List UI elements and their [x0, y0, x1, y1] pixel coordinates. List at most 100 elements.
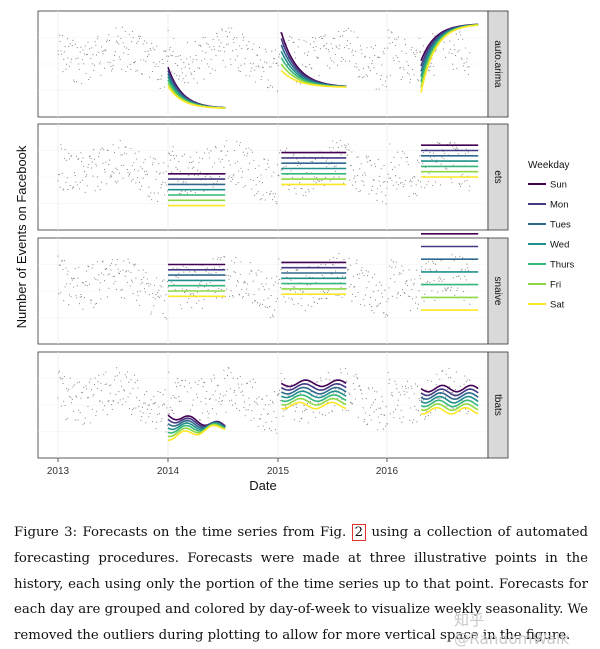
data-point — [427, 415, 429, 417]
data-point — [102, 409, 104, 411]
data-point — [374, 163, 376, 165]
data-point — [244, 63, 246, 65]
data-point — [210, 150, 212, 152]
data-point — [130, 68, 132, 71]
data-point — [236, 140, 238, 143]
data-point — [334, 270, 336, 272]
data-point — [238, 387, 240, 389]
data-point — [447, 377, 449, 379]
data-point — [151, 70, 153, 73]
data-point — [353, 286, 355, 288]
data-point — [305, 275, 307, 277]
data-point — [266, 163, 269, 165]
data-point — [392, 395, 394, 397]
data-point — [241, 176, 243, 178]
data-point — [299, 164, 301, 166]
data-point — [194, 41, 196, 43]
data-point — [299, 420, 301, 422]
data-point — [69, 184, 71, 187]
data-point — [66, 38, 68, 40]
data-point — [353, 31, 355, 33]
data-point — [225, 30, 227, 33]
data-point — [148, 416, 150, 418]
data-point — [323, 35, 325, 37]
data-point — [380, 284, 382, 286]
data-point — [348, 149, 350, 151]
data-point — [286, 386, 288, 388]
data-point — [354, 66, 356, 68]
data-point — [463, 383, 465, 385]
data-point — [304, 191, 306, 193]
data-point — [266, 277, 268, 279]
data-point — [126, 153, 128, 155]
data-point — [173, 155, 175, 157]
data-point — [209, 397, 211, 400]
data-point — [184, 82, 186, 84]
data-point — [248, 293, 250, 295]
data-point — [374, 55, 376, 57]
data-point — [451, 182, 453, 184]
data-point — [347, 27, 349, 29]
data-point — [408, 397, 410, 399]
data-point — [234, 272, 236, 274]
data-point — [121, 164, 123, 167]
data-point — [101, 261, 103, 263]
data-point — [198, 300, 200, 302]
data-point — [214, 291, 216, 294]
data-point — [368, 281, 370, 283]
data-point — [375, 193, 377, 195]
data-point — [278, 258, 280, 260]
data-point — [86, 388, 88, 390]
data-point — [463, 299, 465, 301]
data-point — [128, 270, 130, 272]
data-point — [311, 37, 314, 39]
data-point — [327, 291, 329, 294]
data-point — [240, 261, 242, 263]
data-point — [136, 397, 138, 399]
data-point — [75, 395, 77, 397]
data-point — [362, 398, 364, 400]
x-tick-label: 2014 — [157, 466, 180, 477]
data-point — [310, 160, 312, 162]
data-point — [367, 423, 369, 425]
data-point — [146, 283, 148, 285]
data-point — [412, 177, 414, 179]
data-point — [319, 412, 321, 414]
data-point — [241, 390, 244, 392]
data-point — [220, 42, 222, 44]
data-point — [377, 304, 379, 307]
data-point — [397, 399, 399, 401]
data-point — [121, 385, 123, 387]
data-point — [335, 45, 337, 47]
data-point — [225, 154, 227, 156]
data-point — [130, 379, 132, 381]
data-point — [389, 379, 391, 381]
data-point — [283, 166, 285, 168]
data-point — [133, 263, 135, 265]
data-point — [80, 397, 82, 399]
data-point — [206, 410, 208, 412]
data-point — [244, 281, 246, 283]
data-point — [417, 308, 419, 310]
forecast-line-mon — [420, 388, 479, 397]
figure-reference-link[interactable]: 2 — [351, 524, 367, 541]
data-point — [436, 159, 438, 161]
data-point — [131, 30, 133, 32]
data-point — [458, 182, 460, 184]
data-point — [102, 260, 104, 262]
data-point — [71, 399, 73, 401]
data-point — [79, 296, 81, 298]
data-point — [114, 375, 116, 377]
data-point — [154, 401, 156, 403]
data-point — [459, 278, 462, 280]
data-point — [158, 413, 161, 415]
data-point — [231, 404, 234, 406]
data-point — [358, 190, 360, 192]
data-point — [100, 148, 102, 151]
data-point — [199, 419, 201, 421]
data-point — [274, 196, 276, 198]
data-point — [410, 185, 412, 187]
data-point — [226, 150, 229, 152]
data-point — [205, 271, 207, 273]
